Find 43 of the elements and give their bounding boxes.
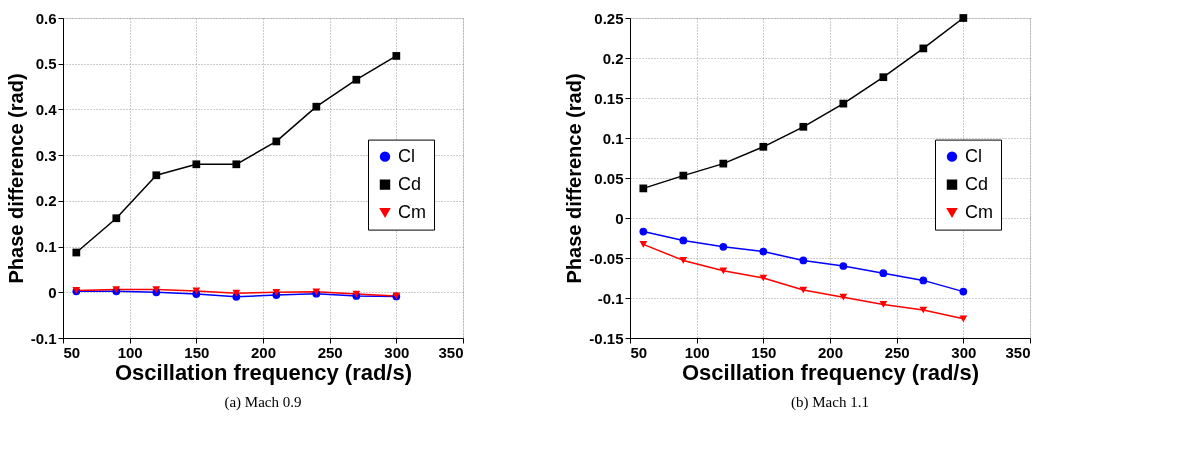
- y-tick-label: 0.3: [35, 146, 57, 164]
- x-tick-label: 200: [250, 343, 277, 361]
- x-tick-label: 300: [384, 343, 410, 361]
- y-tick-label: 0.1: [35, 238, 57, 256]
- y-tick-label: 0.6: [35, 9, 57, 27]
- y-tick-label: -0.1: [30, 329, 57, 347]
- y-tick-label: 0.5: [35, 55, 57, 73]
- y-tick-label: -0.1: [597, 289, 624, 307]
- x-tick-label: 100: [117, 343, 143, 361]
- x-tick-label: 150: [751, 343, 777, 361]
- x-tick-label: 350: [1005, 343, 1031, 361]
- y-tick-label: 0.2: [602, 49, 624, 67]
- x-axis-title: Oscillation frequency (rad/s): [114, 359, 413, 385]
- y-tick-label: 0.1: [602, 129, 624, 147]
- legend-label: Cl: [398, 145, 415, 166]
- y-tick-label: 0.2: [35, 192, 57, 210]
- x-tick-label: 100: [684, 343, 710, 361]
- legend-label: Cm: [398, 201, 426, 222]
- y-tick-label: 0: [615, 209, 624, 227]
- x-tick-label: 50: [630, 343, 648, 361]
- x-tick-label: 250: [317, 343, 343, 361]
- y-tick-label: 0.4: [35, 100, 58, 118]
- y-axis-title: Phase difference (rad): [4, 73, 27, 284]
- x-tick-label: 150: [184, 343, 210, 361]
- x-tick-label: 300: [951, 343, 977, 361]
- y-tick-label: -0.05: [589, 249, 624, 267]
- x-tick-label: 200: [817, 343, 844, 361]
- x-tick-label: 350: [438, 343, 464, 361]
- text: (a) Mach 0.9: [224, 394, 302, 411]
- y-tick-label: -0.15: [589, 329, 624, 347]
- y-tick-label: 0.15: [594, 89, 624, 107]
- legend-label: Cd: [398, 173, 422, 194]
- y-tick-label: 0: [48, 283, 57, 301]
- x-tick-label: 50: [63, 343, 81, 361]
- y-tick-label: 0.05: [594, 169, 624, 187]
- x-axis-title: Oscillation frequency (rad/s): [681, 359, 980, 385]
- text: (b) Mach 1.1: [791, 394, 869, 411]
- x-tick-label: 250: [884, 343, 910, 361]
- y-tick-label: 0.25: [594, 9, 624, 27]
- legend-label: Cd: [965, 173, 989, 194]
- y-axis-title: Phase difference (rad): [563, 73, 586, 284]
- legend-label: Cm: [965, 201, 993, 222]
- legend-label: Cl: [965, 145, 982, 166]
